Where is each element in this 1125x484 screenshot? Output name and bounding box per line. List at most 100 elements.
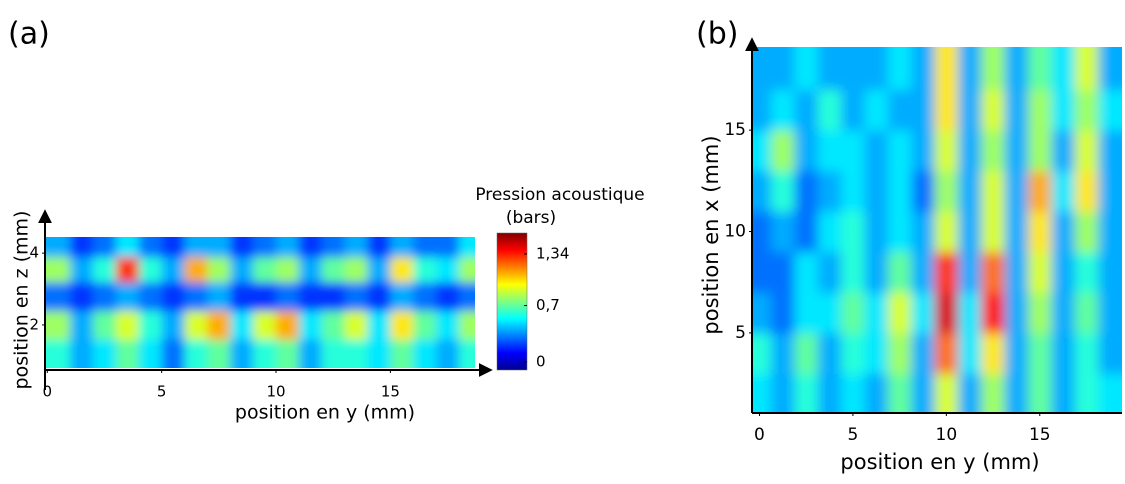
heatmap-cell [298,310,323,340]
colorbar-tick-label: 0,7 [536,296,560,314]
heatmap-cell [436,281,460,312]
heatmap-cell [958,251,982,293]
y-tick-label: 2 [29,315,39,333]
heatmap-cell [841,170,866,212]
heatmap-cell [253,339,277,368]
heatmap-cell [817,170,842,212]
heatmap-cell [794,332,819,374]
x-tick-label: 15 [1029,425,1051,445]
x-tick-label: 0 [754,425,765,445]
heatmap-cell [45,281,71,312]
panel-label: (a) [8,17,50,52]
heatmap-cell [1004,292,1029,334]
heatmap-cell [1028,292,1052,334]
heatmap-cell [794,47,819,91]
heatmap-cell [115,237,140,258]
heatmap-cell [1028,332,1052,374]
heatmap-cell [367,310,391,340]
heatmap-cell [70,237,94,258]
heatmap-cell [817,251,842,293]
heatmap-cell [276,310,300,340]
heatmap-cell [390,256,414,283]
heatmap-cell [841,211,866,253]
heatmap-cell [436,256,460,283]
heatmap-cell [934,89,959,131]
heatmap-cell [367,281,391,312]
heatmap-cell [958,332,982,374]
heatmap-cell [864,292,889,334]
heatmap-cell [981,373,1006,412]
heatmap-cell [934,211,959,253]
heatmap-cell [958,47,982,91]
heatmap-cell [887,170,912,212]
heatmap-cell [794,251,819,293]
heatmap-cell [230,310,254,340]
heatmap-cell [436,237,460,258]
heatmap-cell [344,281,368,312]
heatmap-cell [911,89,936,131]
heatmap-cell [161,237,186,258]
heatmap-cell [887,211,912,253]
x-axis-label: position en y (mm) [235,402,415,424]
heatmap-cell [458,237,475,258]
heatmap-cell [752,251,772,293]
heatmap-cells [45,237,475,368]
heatmap [752,47,1122,412]
heatmap-cell [115,310,140,340]
heatmap-cell [1098,373,1122,412]
heatmap-cell [458,339,475,368]
heatmap-cell [771,251,796,293]
y-axis-label: position en x (mm) [699,135,723,334]
heatmap-cell [841,292,866,334]
heatmap-cell [298,281,323,312]
heatmap-cell [161,310,186,340]
heatmap-cell [70,281,94,312]
heatmap-cell [367,339,391,368]
heatmap-cell [934,47,959,91]
heatmap-cell [771,89,796,131]
heatmap-cell [230,281,254,312]
heatmap-cell [958,130,982,172]
heatmap-cell [321,339,346,368]
heatmap-cell [981,211,1006,253]
heatmap-cell [841,251,866,293]
heatmap-cell [911,170,936,212]
heatmap-cell [1004,332,1029,374]
heatmap-cell [413,339,437,368]
heatmap-cell [321,237,346,258]
heatmap-cell [771,373,796,412]
heatmap-cell [841,47,866,91]
heatmap-cell [841,89,866,131]
heatmap-cell [1028,251,1052,293]
heatmap-cell [887,373,912,412]
heatmap-cell [934,373,959,412]
heatmap-cell [1098,170,1122,212]
x-tick-label: 15 [381,383,400,401]
heatmap-cell [794,211,819,253]
heatmap-cell [230,237,254,258]
heatmap-cell [841,332,866,374]
heatmap-cell [794,89,819,131]
heatmap-cell [864,251,889,293]
heatmap-cell [752,89,772,131]
heatmap-cell [298,339,323,368]
heatmap-cell [981,89,1006,131]
heatmap-cell [344,310,368,340]
heatmap-cell [276,237,300,258]
heatmap-cell [911,332,936,374]
heatmap-cell [817,332,842,374]
heatmap-cell [958,292,982,334]
heatmap-cell [1028,89,1052,131]
heatmap-cell [1004,251,1029,293]
y-tick-label: 15 [724,120,746,140]
heatmap-cell [771,211,796,253]
heatmap-cell [413,237,437,258]
heatmap-cell [298,256,323,283]
heatmap-cell [184,339,208,368]
heatmap-cell [138,256,163,283]
heatmap-cell [458,256,475,283]
heatmap-cell [138,339,163,368]
heatmap-cell [771,47,796,91]
heatmap-cell [253,281,277,312]
heatmap-cell [1074,211,1099,253]
